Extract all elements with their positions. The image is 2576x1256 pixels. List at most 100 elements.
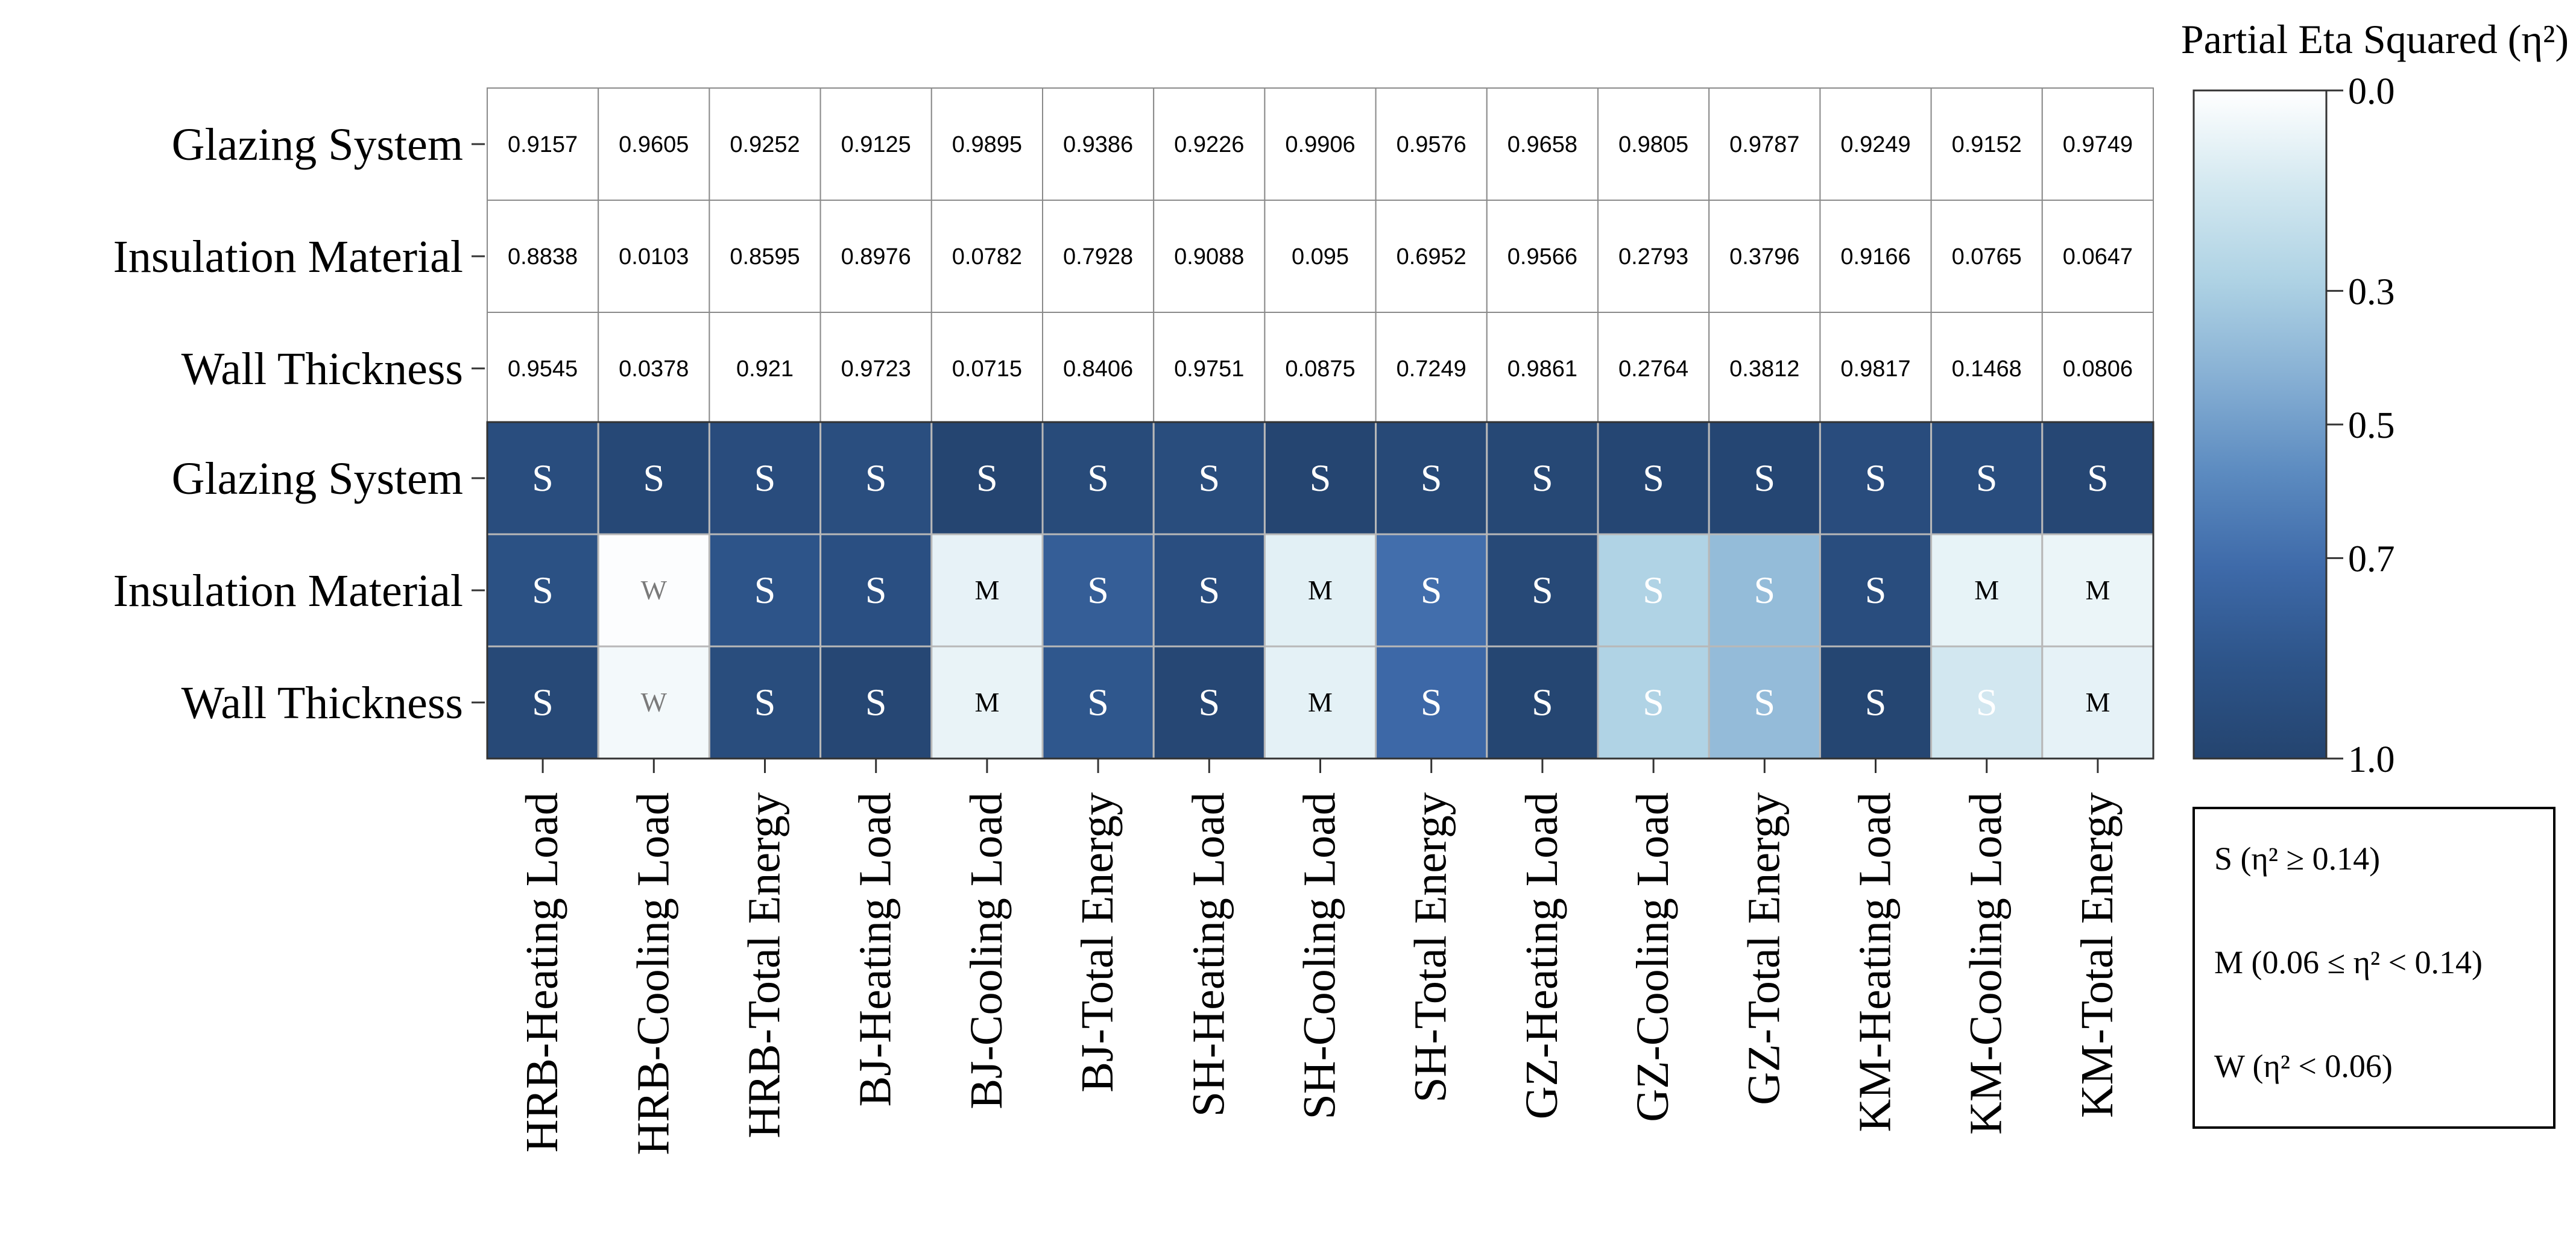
heatmap-cell xyxy=(1152,533,1266,648)
column-label: HRB-Heating Load xyxy=(517,792,567,1152)
table-cell xyxy=(1819,312,1932,425)
table-value: 0.3796 xyxy=(1729,244,1799,270)
colorbar: Partial Eta Squared (η²) 0.0 0.3 0.5 0.7 1.0 xyxy=(2181,16,2569,780)
effect-label: S xyxy=(1421,456,1442,499)
table-cell xyxy=(1486,200,1599,313)
effect-label: W xyxy=(641,575,668,605)
table-cell xyxy=(930,200,1044,313)
table-value: 0.3812 xyxy=(1729,356,1799,382)
table-cell xyxy=(1153,312,1266,425)
heatmap-cell xyxy=(1708,645,1821,760)
colorbar-tick-label: 0.5 xyxy=(2348,405,2395,446)
effect-label: S xyxy=(1087,681,1109,724)
table-cell xyxy=(1264,200,1377,313)
row-label: Wall Thickness xyxy=(182,344,463,394)
table-value: 0.9861 xyxy=(1507,356,1577,382)
column-label: BJ-Total Energy xyxy=(1072,792,1123,1093)
table-value: 0.9088 xyxy=(1174,244,1244,270)
column-label: SH-Cooling Load xyxy=(1295,792,1345,1120)
column-label: BJ-Heating Load xyxy=(850,792,901,1106)
effect-label: W xyxy=(641,687,668,718)
colorbar-tick-label: 1.0 xyxy=(2348,739,2395,780)
table-value: 0.9787 xyxy=(1729,132,1799,157)
heatmap-cell xyxy=(930,645,1044,760)
table-cell xyxy=(1375,312,1488,425)
colorbar-title: Partial Eta Squared (η²) xyxy=(2181,16,2569,62)
column-label: KM-Heating Load xyxy=(1850,792,1901,1132)
table-value: 0.0103 xyxy=(619,244,689,270)
table-value: 0.7249 xyxy=(1397,356,1466,382)
column-label: SH-Heating Load xyxy=(1183,792,1234,1117)
heatmap-cell xyxy=(1375,533,1488,648)
effect-label: S xyxy=(865,569,887,611)
table-value: 0.0715 xyxy=(952,356,1022,382)
heatmap-cell xyxy=(1597,421,1710,535)
column-label: GZ-Heating Load xyxy=(1517,792,1567,1119)
table-value: 0.7928 xyxy=(1063,244,1133,270)
table-cell xyxy=(1042,200,1155,313)
table-value: 0.9895 xyxy=(952,132,1022,157)
heatmap-cell xyxy=(1819,533,1933,648)
effect-label: S xyxy=(1421,681,1442,724)
effect-label: S xyxy=(1199,456,1220,499)
effect-label: S xyxy=(1754,569,1776,611)
table-value: 0.9817 xyxy=(1840,356,1910,382)
effect-label: S xyxy=(532,681,554,724)
row-label: Insulation Material xyxy=(113,566,463,616)
table-value: 0.9152 xyxy=(1952,132,2022,157)
heatmap-cell xyxy=(2041,645,2155,760)
table-value: 0.2764 xyxy=(1618,356,1688,382)
table-cell xyxy=(487,312,599,425)
table-value: 0.9723 xyxy=(841,356,911,382)
table-value: 0.9157 xyxy=(508,132,578,157)
table-cell xyxy=(1264,312,1377,425)
table-value: 0.9226 xyxy=(1174,132,1244,157)
column-label: HRB-Cooling Load xyxy=(628,792,678,1155)
column-label: KM-Cooling Load xyxy=(1961,792,2012,1135)
table-cell xyxy=(2041,312,2155,425)
column-label: HRB-Total Energy xyxy=(739,792,790,1138)
effect-label: M xyxy=(2085,575,2110,605)
table-value: 0.9751 xyxy=(1174,356,1244,382)
table-value: 0.9125 xyxy=(841,132,911,157)
table-cell xyxy=(1042,312,1155,425)
table-cell xyxy=(1486,312,1599,425)
heatmap-cell xyxy=(708,645,822,760)
effect-label: S xyxy=(1199,681,1220,724)
table-cell xyxy=(487,87,599,201)
effect-label: S xyxy=(1643,569,1664,611)
heatmap-cell xyxy=(2041,421,2155,535)
effect-label: S xyxy=(976,456,998,499)
effect-label: S xyxy=(1087,456,1109,499)
table-value: 0.0378 xyxy=(619,356,689,382)
effect-label: S xyxy=(754,681,776,724)
table-cell xyxy=(1930,87,2043,201)
effect-label: M xyxy=(2085,687,2110,718)
column-labels: HRB-Heating Load HRB-Cooling Load HRB-Tota… xyxy=(517,759,2123,1155)
effect-label: M xyxy=(1308,575,1333,605)
effect-label: S xyxy=(1643,681,1664,724)
heatmap-cell xyxy=(930,533,1044,648)
colorbar-tick-label: 0.3 xyxy=(2348,271,2395,312)
table-value: 0.9658 xyxy=(1507,132,1577,157)
heatmap-cell xyxy=(819,645,933,760)
table-cell xyxy=(487,200,599,313)
table-value: 0.9249 xyxy=(1840,132,1910,157)
column-label: SH-Total Energy xyxy=(1406,792,1456,1103)
legend-item: S (η² ≥ 0.14) xyxy=(2214,841,2380,877)
table-value: 0.1468 xyxy=(1952,356,2022,382)
heatmap-cell xyxy=(1930,645,2044,760)
row-label: Wall Thickness xyxy=(182,678,463,728)
effect-label: S xyxy=(1754,681,1776,724)
effect-label: S xyxy=(1199,569,1220,611)
effect-label: S xyxy=(1865,681,1887,724)
heatmap-cell xyxy=(1375,421,1488,535)
effect-label: S xyxy=(1865,456,1887,499)
heatmap-cell xyxy=(1708,533,1821,648)
table-cell xyxy=(1819,87,1932,201)
heatmap-cell xyxy=(1152,645,1266,760)
table-value: 0.9576 xyxy=(1397,132,1466,157)
heatmap-cell xyxy=(597,421,710,535)
table-cell xyxy=(819,87,932,201)
effect-label: M xyxy=(974,575,999,605)
